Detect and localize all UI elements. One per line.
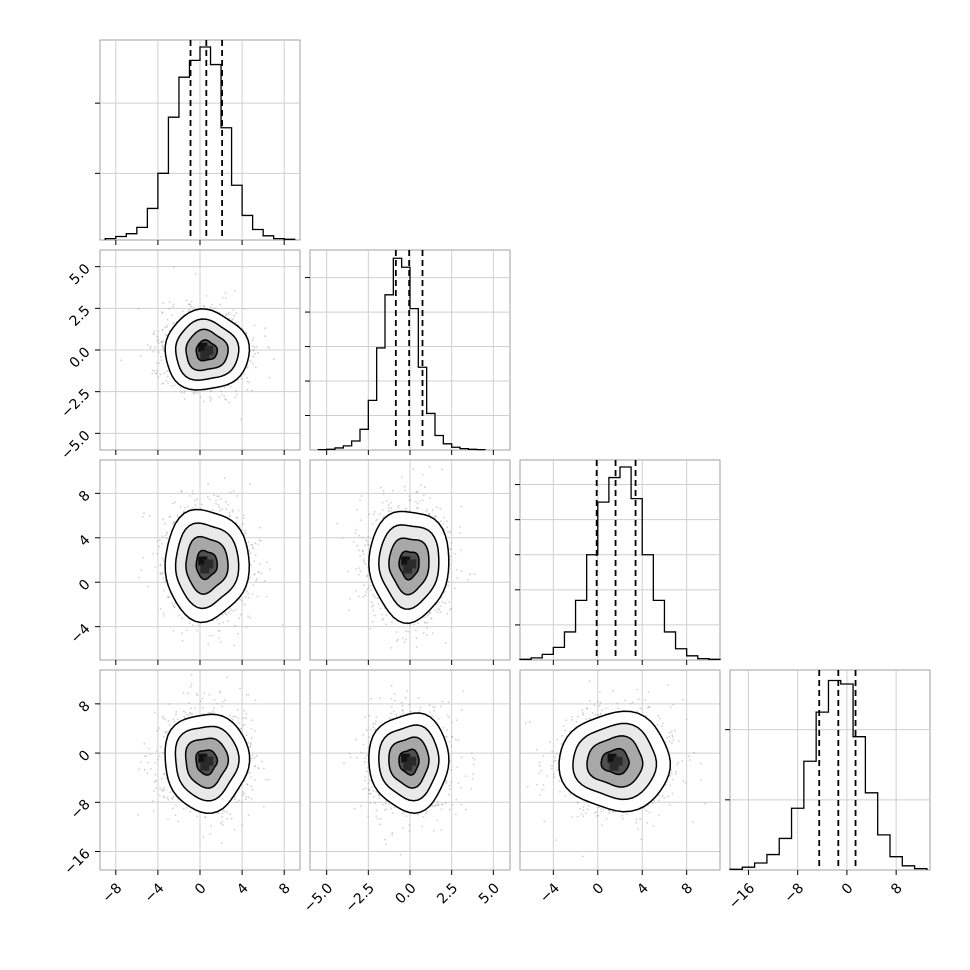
contour-line <box>174 725 240 802</box>
histogram-panel-1 <box>95 39 301 245</box>
x-tick-label: −8 <box>99 880 125 906</box>
x-tick-label: 0.0 <box>393 880 420 907</box>
y-tick-label: 2.5 <box>67 303 94 330</box>
y-tick-label: 8 <box>76 488 94 506</box>
density-peak <box>401 753 411 763</box>
contour-line <box>185 535 229 595</box>
density-peak <box>607 753 617 763</box>
density-peak <box>198 342 208 352</box>
x-tick-label: 0 <box>192 880 210 898</box>
x-tick-label: −4 <box>142 880 168 906</box>
density-peak <box>200 761 210 771</box>
y-tick-label: −5.0 <box>58 428 93 463</box>
histogram-panel-3 <box>515 459 721 665</box>
density-peak <box>401 556 411 566</box>
density-peak <box>407 756 417 766</box>
y-tick-label: 0 <box>76 747 94 765</box>
x-tick-label: −8 <box>781 880 807 906</box>
contour-line <box>398 748 420 776</box>
x-tick-label: −5.0 <box>301 880 336 915</box>
contour-line <box>586 735 644 788</box>
y-tick-label: −16 <box>61 846 93 878</box>
density-peak <box>407 559 417 569</box>
contour-line <box>388 736 430 789</box>
histogram-panel-2 <box>305 249 511 455</box>
contour-line <box>388 537 430 596</box>
y-tick-label: 0.0 <box>67 344 94 371</box>
x-tick-label: −2.5 <box>343 880 378 915</box>
x-tick-label: 4 <box>234 880 252 898</box>
x-tick-label: −4 <box>537 880 563 906</box>
histogram-step <box>519 466 721 660</box>
x-tick-label: 5.0 <box>476 880 503 907</box>
contour-line <box>164 713 251 814</box>
density-panel-2-4 <box>309 669 511 875</box>
density-peak <box>204 559 214 569</box>
histogram-step <box>104 46 296 240</box>
contour-line <box>600 747 630 776</box>
density-peak <box>200 564 210 574</box>
contour-line <box>195 549 218 581</box>
x-tick-label: 8 <box>276 880 294 898</box>
x-tick-label: −16 <box>726 880 758 912</box>
panel-frame <box>519 459 721 661</box>
contour-line <box>164 308 251 391</box>
density-peak <box>198 556 208 566</box>
y-tick-label: 0 <box>76 577 94 595</box>
histogram-step <box>317 257 486 451</box>
contour-line <box>398 550 420 581</box>
histogram-step <box>729 679 928 870</box>
contour-line <box>572 722 658 801</box>
y-tick-label: −4 <box>68 621 94 647</box>
density-peak <box>403 564 413 574</box>
density-panel-2-3 <box>309 459 511 665</box>
contour-line <box>378 524 440 610</box>
contour-line <box>174 522 240 610</box>
density-panel-3-4 <box>519 669 721 875</box>
x-tick-label: 8 <box>679 880 697 898</box>
y-tick-label: −2.5 <box>58 386 93 421</box>
contour-line <box>195 339 219 362</box>
density-peak <box>204 756 214 766</box>
contour-line <box>558 710 672 813</box>
y-tick-label: 5.0 <box>67 261 94 288</box>
density-peak <box>198 753 208 763</box>
panel-frame <box>519 669 721 871</box>
x-tick-label: 8 <box>888 880 906 898</box>
y-tick-label: 8 <box>76 698 94 716</box>
contour-line <box>195 749 219 776</box>
density-peak <box>613 756 623 766</box>
x-tick-label: 0 <box>839 880 857 898</box>
y-tick-label: 4 <box>76 532 94 550</box>
contour-line <box>164 508 251 624</box>
density-peak <box>403 761 413 771</box>
density-panel-1-2 <box>95 249 301 455</box>
x-tick-label: 2.5 <box>434 880 461 907</box>
contour-line <box>174 318 240 382</box>
contour-line <box>185 328 229 372</box>
contour-line <box>184 737 230 789</box>
x-tick-label: 0 <box>590 880 608 898</box>
histogram-panel-4 <box>725 669 931 875</box>
density-panel-1-4 <box>95 669 301 875</box>
panel-frame <box>729 669 931 871</box>
density-peak <box>200 350 210 360</box>
contour-line <box>368 712 450 814</box>
density-peak <box>204 345 214 355</box>
density-panel-1-3 <box>95 459 301 665</box>
contour-line <box>378 724 440 802</box>
density-peak <box>609 761 619 771</box>
contour-line <box>368 510 450 624</box>
x-tick-label: 4 <box>634 880 652 898</box>
y-tick-label: −8 <box>68 797 94 823</box>
